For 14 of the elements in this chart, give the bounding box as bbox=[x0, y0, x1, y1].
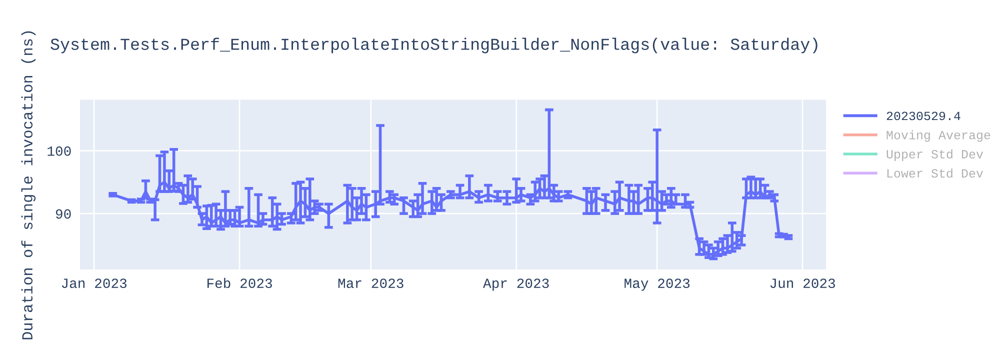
legend-label: 20230529.4 bbox=[886, 112, 960, 120]
chart-title: System.Tests.Perf_Enum.InterpolateIntoStringBuilder_NonFlags(value: Saturday) bbox=[50, 38, 818, 54]
y-axis-title: Duration of single invocation (ns) bbox=[21, 31, 36, 340]
y-tick-label: 100 bbox=[48, 146, 71, 156]
legend-label: Moving Average bbox=[886, 130, 990, 142]
x-tick-label: Jan 2023 bbox=[62, 278, 127, 288]
y-tick-label: 90 bbox=[56, 209, 71, 219]
legend-label: Lower Std Dev bbox=[887, 168, 984, 178]
x-tick-label: Feb 2023 bbox=[207, 278, 272, 288]
legend-label: Upper Std Dev bbox=[886, 149, 984, 161]
x-tick-label: Mar 2023 bbox=[338, 278, 404, 288]
x-tick-label: May 2023 bbox=[624, 278, 690, 291]
x-tick-label: Jun 2023 bbox=[770, 278, 835, 288]
x-tick-label: Apr 2023 bbox=[483, 278, 549, 291]
